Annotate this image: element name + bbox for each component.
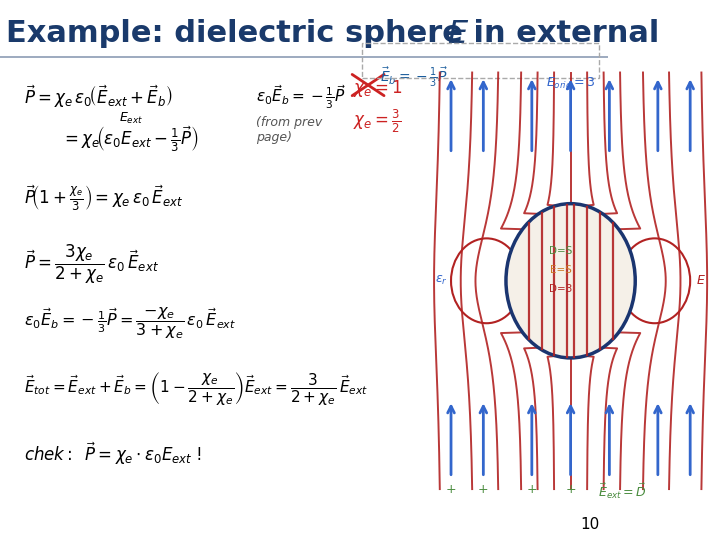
Text: $\chi_e = 1$: $\chi_e = 1$ [353,78,402,99]
Text: $\vec{P}\!\left(1+\frac{\chi_e}{3}\right) = \chi_e\,\varepsilon_0\,\vec{E}_{ext}: $\vec{P}\!\left(1+\frac{\chi_e}{3}\right… [24,184,184,213]
Text: $\vec{E}_b = -\frac{1}{3}\vec{P}$: $\vec{E}_b = -\frac{1}{3}\vec{P}$ [380,66,448,89]
Text: $\varepsilon_0\vec{E}_b = -\frac{1}{3}\vec{P}$: $\varepsilon_0\vec{E}_b = -\frac{1}{3}\v… [256,84,346,111]
Circle shape [506,204,635,358]
Text: $\vec{E}_{tot} = \vec{E}_{ext}+\vec{E}_b = \left(1-\dfrac{\chi_e}{2+\chi_e}\righ: $\vec{E}_{tot} = \vec{E}_{ext}+\vec{E}_b… [24,370,369,407]
Text: $\vec{E}_{ext} = \vec{D}$: $\vec{E}_{ext} = \vec{D}$ [598,481,647,501]
Text: $\mathbf{\mathit{E}}$: $\mathbf{\mathit{E}}$ [447,19,469,50]
Text: $E$: $E$ [696,274,706,287]
Text: $\chi_e = \frac{3}{2}$: $\chi_e = \frac{3}{2}$ [353,108,401,136]
Text: +: + [478,483,489,496]
Text: $\vec{P} = \dfrac{3\chi_e}{2+\chi_e}\,\varepsilon_0\,\vec{E}_{ext}$: $\vec{P} = \dfrac{3\chi_e}{2+\chi_e}\,\v… [24,243,159,286]
Text: +: + [565,483,576,496]
Text: +: + [526,483,537,496]
Text: $E_{ext}$: $E_{ext}$ [119,111,143,126]
Text: +: + [446,483,456,496]
Text: $= \chi_e\!\left(\varepsilon_0 E_{ext} - \frac{1}{3}\vec{P}\right)$: $= \chi_e\!\left(\varepsilon_0 E_{ext} -… [61,124,199,153]
Text: D=S: D=S [549,246,572,256]
Text: $\varepsilon_0\vec{E}_b = -\frac{1}{3}\vec{P} = \dfrac{-\chi_e}{3+\chi_e}\,\vare: $\varepsilon_0\vec{E}_b = -\frac{1}{3}\v… [24,305,237,341]
Text: $chek:\;\;\vec{P} = \chi_e \cdot \varepsilon_0 E_{ext} \;!$: $chek:\;\;\vec{P} = \chi_e \cdot \vareps… [24,440,202,467]
Text: $\vec{P} = \chi_e\, \varepsilon_0\!\left(\vec{E}_{ext} + \vec{E}_b\right)$: $\vec{P} = \chi_e\, \varepsilon_0\!\left… [24,84,173,110]
Text: 10: 10 [580,517,599,532]
Text: E=S: E=S [550,265,572,275]
Text: Example: dielectric sphere in external: Example: dielectric sphere in external [6,19,670,48]
Text: (from prev
page): (from prev page) [256,116,322,144]
Text: $\varepsilon_r$: $\varepsilon_r$ [435,274,448,287]
Text: $E_{orig} = 3$: $E_{orig} = 3$ [546,75,595,92]
Text: D=3: D=3 [549,285,572,294]
